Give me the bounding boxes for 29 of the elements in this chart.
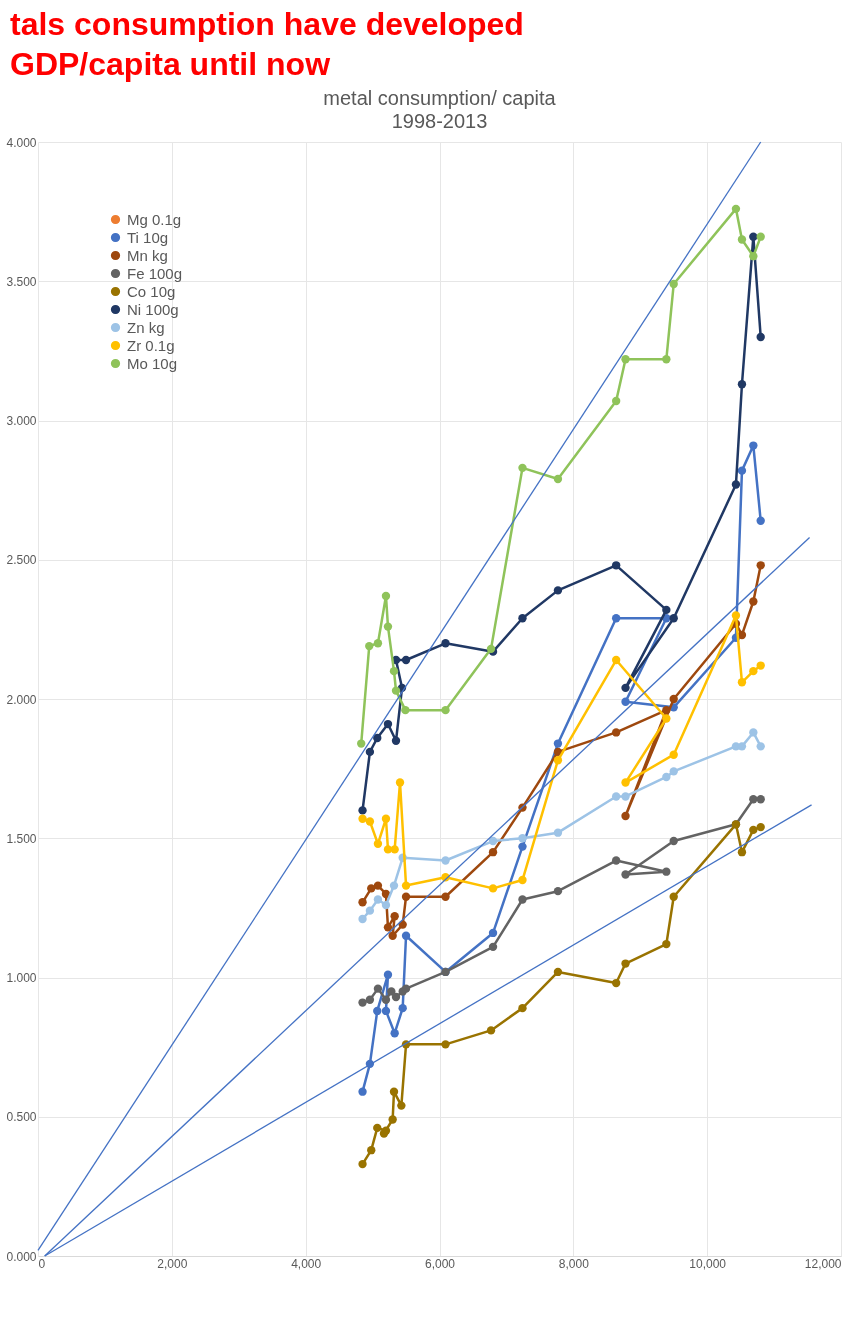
y-tick-label: 2.500 (6, 553, 37, 568)
y-tick-label: 0.000 (6, 1249, 37, 1264)
x-tick-label: 0 (38, 1256, 46, 1271)
y-tick-label: 2.000 (6, 692, 37, 707)
legend-label: Zr 0.1g (127, 336, 175, 354)
y-tick-label: 1.000 (6, 971, 37, 985)
text: GDP/capita until now (10, 45, 331, 84)
y-tick-label: 0.500 (6, 1110, 37, 1125)
x-tick-label: 6,000 (424, 1256, 456, 1271)
x-tick-label: 8,000 (558, 1256, 590, 1271)
chart-title: metal consumption/ capita (323, 87, 557, 109)
y-tick-label: 3.500 (6, 274, 37, 289)
y-tick-label: 3.000 (6, 414, 37, 428)
legend-label: Mn kg (127, 246, 168, 264)
legend-label: Ni 100g (127, 300, 179, 318)
y-tick-label: 1.500 (6, 831, 37, 846)
legend-label: Ti 10g (127, 228, 169, 246)
legend-label: Fe 100g (127, 264, 183, 282)
text: tals consumption have developed (10, 5, 525, 44)
y-tick-label: 4.000 (6, 135, 37, 150)
legend-label: Zn kg (127, 318, 165, 336)
x-tick-label: 12,000 (804, 1256, 842, 1271)
x-tick-label: 10,000 (689, 1256, 727, 1271)
x-tick-label: 2,000 (157, 1256, 188, 1271)
legend-label: Mg 0.1g (127, 210, 182, 228)
x-tick-label: 4,000 (291, 1256, 322, 1271)
legend-label: Co 10g (127, 282, 176, 300)
chart-subtitle: 1998-2013 (391, 110, 488, 132)
legend-label: Mo 10g (127, 354, 178, 372)
